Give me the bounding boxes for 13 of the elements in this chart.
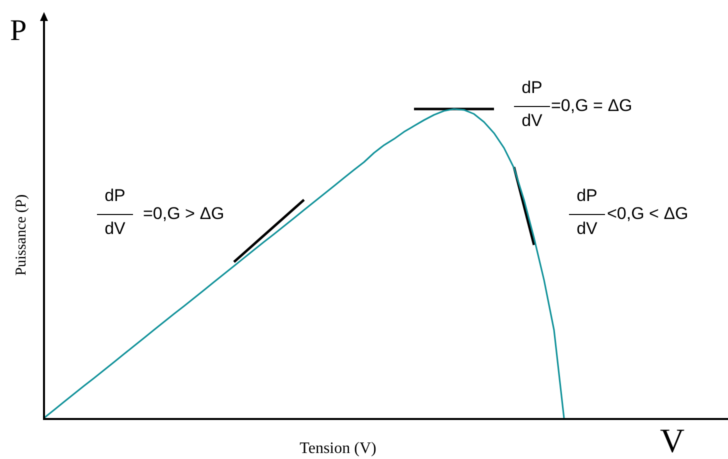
annotation: dV bbox=[97, 214, 133, 239]
text: dP bbox=[520, 78, 544, 98]
annotation: dP bbox=[104, 186, 126, 206]
text: V bbox=[660, 423, 685, 459]
text: P bbox=[10, 14, 27, 48]
annotation: =0,G = ΔG bbox=[551, 96, 632, 116]
annotation: dV bbox=[569, 214, 605, 239]
annotation: =0,G > ΔG bbox=[143, 204, 224, 224]
y-axis-title: Puissance (P) bbox=[14, 194, 30, 276]
x-axis-title: Tension (V) bbox=[300, 440, 376, 458]
annotation: <0,G < ΔG bbox=[607, 204, 688, 224]
annotation: dP bbox=[576, 186, 598, 206]
annotation: dV bbox=[514, 106, 550, 131]
